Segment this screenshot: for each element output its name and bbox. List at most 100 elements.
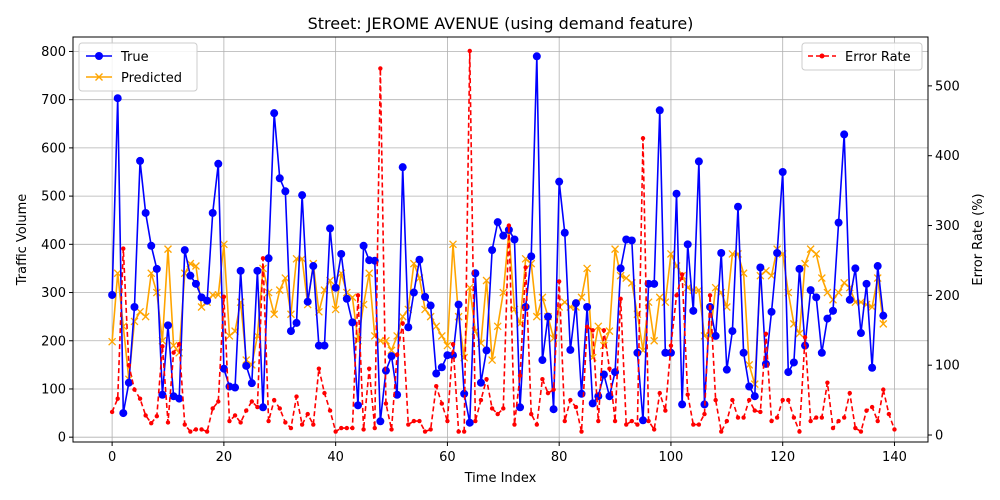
error-point — [199, 427, 204, 432]
error-point — [679, 272, 685, 277]
predicted-point — [426, 312, 435, 321]
true-point — [750, 392, 759, 401]
true-point — [281, 187, 290, 196]
error-point — [238, 420, 243, 425]
true-point — [186, 271, 195, 280]
error-point — [288, 425, 294, 431]
error-point — [467, 48, 472, 54]
true-point — [532, 52, 541, 61]
true-point — [175, 394, 184, 403]
error-point — [819, 415, 825, 420]
y2-tick-label: 200 — [935, 289, 960, 304]
y2-tick-label: 500 — [935, 79, 960, 94]
true-point — [136, 156, 145, 165]
error-point — [540, 376, 545, 382]
error-point — [361, 427, 366, 432]
error-point — [629, 418, 635, 424]
predicted-point — [331, 305, 340, 314]
true-point — [734, 202, 742, 211]
y2-tick-label: 100 — [935, 359, 960, 374]
true-point — [376, 417, 385, 426]
error-point — [143, 413, 148, 418]
x-tick-label: 120 — [770, 450, 795, 465]
error-point — [428, 427, 433, 432]
series-layer — [108, 48, 897, 434]
error-point — [769, 418, 774, 424]
error-point — [227, 418, 232, 424]
predicted-point — [728, 250, 737, 258]
true-point — [510, 235, 519, 244]
true-point — [499, 231, 508, 240]
error-point — [489, 406, 495, 411]
y-tick-label: 200 — [41, 334, 66, 349]
error-point — [160, 344, 165, 349]
error-point — [244, 408, 249, 413]
error-point — [344, 425, 350, 431]
true-point — [868, 363, 877, 372]
predicted-point — [164, 245, 172, 254]
predicted-point — [879, 319, 888, 328]
error-point — [154, 413, 160, 419]
true-point — [538, 356, 547, 365]
error-point — [696, 422, 702, 427]
predicted-point — [488, 356, 497, 364]
true-point — [124, 378, 133, 387]
error-point — [232, 413, 238, 418]
error-point — [607, 366, 612, 371]
predicted-point — [275, 286, 284, 295]
predicted-point — [577, 293, 586, 302]
y-axis-label: Traffic Volume — [15, 194, 30, 287]
predicted-point — [398, 312, 407, 321]
error-point — [562, 418, 567, 424]
error-point — [115, 396, 120, 401]
error-point — [707, 293, 713, 298]
true-point — [756, 263, 765, 272]
true-point — [387, 352, 396, 361]
error-point — [366, 366, 372, 371]
y2-axis-label: Error Rate (%) — [971, 193, 986, 285]
true-point — [862, 279, 871, 288]
legend-right: Error Rate — [801, 42, 923, 71]
error-point — [825, 380, 830, 385]
error-point — [830, 425, 836, 431]
true-point — [616, 264, 625, 273]
true-point — [253, 266, 262, 275]
true-point — [303, 297, 312, 306]
true-point — [404, 323, 413, 332]
x-tick-label: 140 — [882, 450, 907, 465]
predicted-point — [538, 293, 547, 302]
error-point — [383, 401, 389, 406]
error-point — [109, 409, 115, 415]
error-point — [786, 397, 791, 403]
error-point — [719, 429, 724, 434]
true-point — [879, 311, 888, 320]
error-point — [674, 293, 679, 298]
true-point — [342, 294, 351, 303]
true-point — [158, 390, 167, 399]
series-line-error-rate — [111, 50, 896, 433]
error-point — [484, 376, 489, 382]
true-point — [544, 312, 552, 321]
error-point — [378, 66, 383, 71]
error-point — [400, 321, 405, 326]
error-point — [260, 256, 266, 261]
true-point — [286, 327, 295, 336]
predicted-point — [219, 240, 228, 249]
legend-entry-true: True — [86, 50, 149, 65]
true-point — [191, 279, 200, 288]
error-point — [299, 422, 305, 427]
error-point — [350, 425, 355, 431]
error-point — [249, 399, 255, 404]
error-point — [763, 331, 769, 336]
true-point — [476, 378, 485, 387]
true-point — [784, 368, 793, 377]
predicted-point — [437, 331, 446, 340]
legend-right-frame — [801, 42, 923, 71]
y-tick-label: 100 — [41, 382, 66, 397]
error-point — [724, 418, 730, 424]
error-point — [875, 418, 880, 424]
error-point — [746, 397, 752, 403]
true-point — [337, 249, 346, 258]
error-point — [450, 342, 456, 347]
